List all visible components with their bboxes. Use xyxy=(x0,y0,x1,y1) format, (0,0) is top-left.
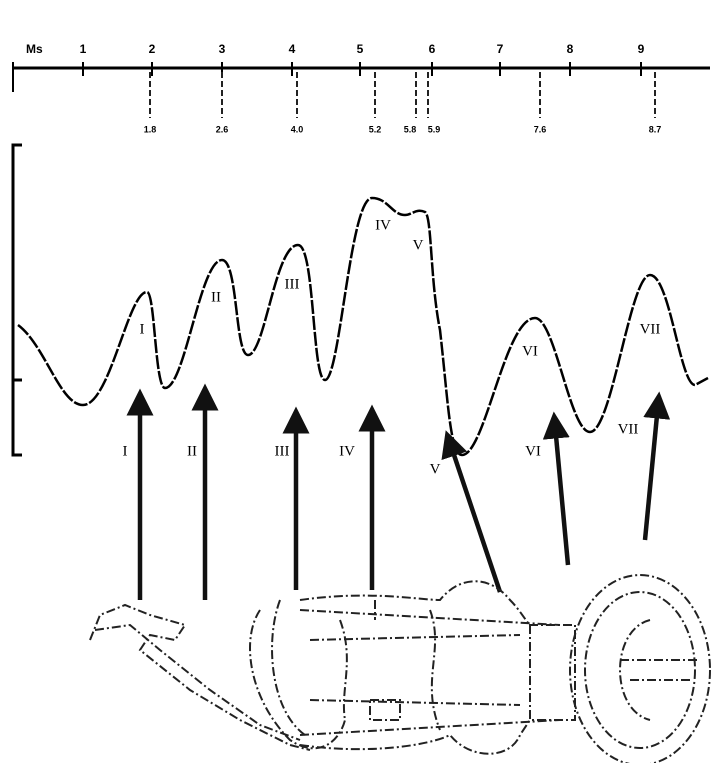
tick-label: 4 xyxy=(289,42,296,56)
arrow-label: IV xyxy=(339,443,355,459)
arrow-label: II xyxy=(187,443,197,459)
arrow-label: VI xyxy=(525,443,541,459)
latency-label: 1.8 xyxy=(144,124,157,134)
peak-label: III xyxy=(285,276,300,292)
latency-label: 4.0 xyxy=(291,124,304,134)
latency-label: 2.6 xyxy=(216,124,229,134)
waveform xyxy=(17,196,709,457)
peak-label: V xyxy=(413,237,424,253)
tick-label: 8 xyxy=(567,42,574,56)
brainstem-drawing xyxy=(89,574,711,763)
tick-label: 7 xyxy=(497,42,504,56)
latency-label: 5.2 xyxy=(369,124,382,134)
arrow-label: VII xyxy=(618,421,639,437)
latency-label: 5.8 xyxy=(404,124,417,134)
peak-label: VI xyxy=(522,343,538,359)
axis-unit: Ms xyxy=(26,42,43,56)
tick-label: 9 xyxy=(638,42,645,56)
latencies: 1.8 2.6 4.0 5.2 5.8 5.9 7.6 8.7 xyxy=(144,72,662,134)
peak-label: IV xyxy=(375,217,391,233)
peak-label: VII xyxy=(640,321,661,337)
latency-label: 5.9 xyxy=(428,124,441,134)
arrow xyxy=(441,430,503,593)
tick-label: 1 xyxy=(80,42,87,56)
latency-label: 7.6 xyxy=(534,124,547,134)
tick-label: 5 xyxy=(357,42,364,56)
arrow-label: III xyxy=(275,443,290,459)
arrow-label: I xyxy=(123,443,128,459)
peak-label: II xyxy=(211,289,221,305)
amplitude-bracket xyxy=(11,143,22,457)
arrow-label: V xyxy=(430,461,441,477)
tick-label: 3 xyxy=(219,42,226,56)
latency-label: 8.7 xyxy=(649,124,662,134)
arrow xyxy=(642,391,671,541)
axis-ticks: 1 2 3 4 5 6 7 8 9 xyxy=(12,42,645,92)
tick-label: 6 xyxy=(429,42,436,56)
peak-label: I xyxy=(140,321,145,337)
arrow xyxy=(542,411,571,566)
tick-label: 2 xyxy=(149,42,156,56)
